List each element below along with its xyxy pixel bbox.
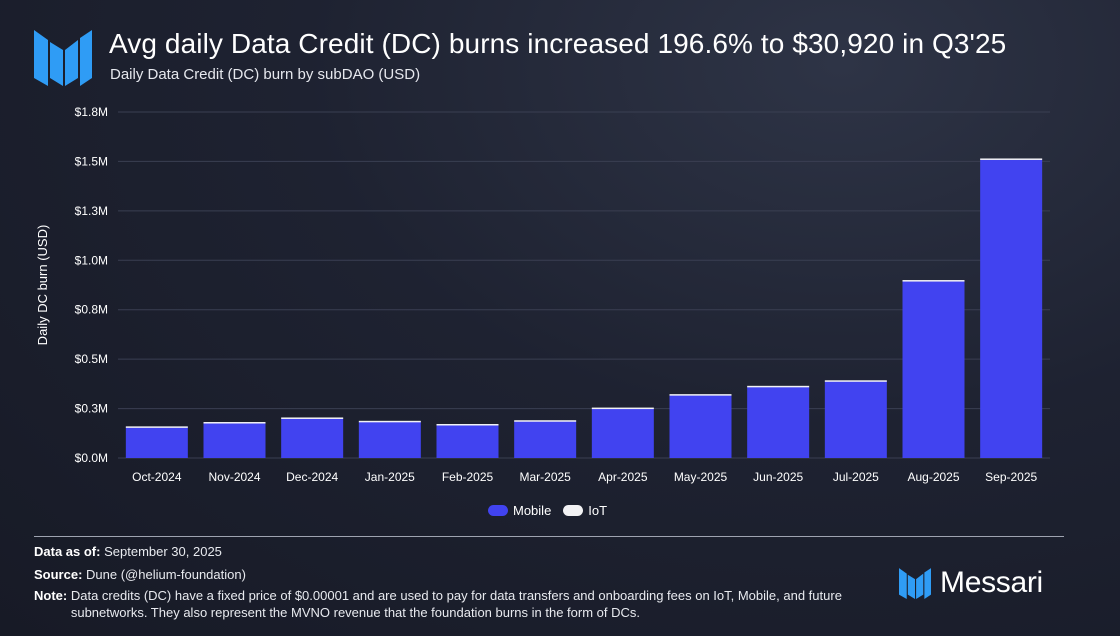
x-tick-label: Aug-2025 xyxy=(907,470,959,484)
bar-mobile xyxy=(358,421,421,458)
x-tick-label: Jun-2025 xyxy=(753,470,803,484)
chart-subtitle: Daily Data Credit (DC) burn by subDAO (U… xyxy=(110,66,421,83)
chart-title: Avg daily Data Credit (DC) burns increas… xyxy=(109,28,1007,59)
x-tick-label: Dec-2024 xyxy=(286,470,338,484)
bar-iot xyxy=(824,380,887,382)
bar-mobile xyxy=(281,418,344,458)
bar-iot xyxy=(902,280,965,282)
bar-chart: $0.0M $0.3M $0.5M $0.8M $1.0M $1.3M $1.5M $1.8M… xyxy=(35,105,1050,484)
bar-iot xyxy=(669,394,732,396)
legend-item-mobile[interactable]: Mobile xyxy=(488,503,551,518)
legend-item-iot[interactable]: IoT xyxy=(563,503,607,518)
bar-mobile xyxy=(436,424,499,458)
bar-mobile xyxy=(980,159,1043,459)
brand-name: Messari xyxy=(940,566,1043,599)
y-tick-label: $1.8M xyxy=(75,105,108,119)
x-tick-label: Mar-2025 xyxy=(519,470,571,484)
bar-mobile xyxy=(824,381,887,458)
bar-mobile xyxy=(203,423,266,458)
bar-mobile xyxy=(591,408,654,458)
x-tick-label: May-2025 xyxy=(674,470,728,484)
bar-mobile xyxy=(514,421,577,458)
bar-iot xyxy=(980,158,1043,160)
footer-note: Note: Data credits (DC) have a fixed pri… xyxy=(34,587,891,621)
footer-data-as-of: Data as of: September 30, 2025 xyxy=(34,543,222,560)
note-label: Note: xyxy=(34,588,68,603)
bar-iot xyxy=(281,417,344,419)
legend-label-mobile: Mobile xyxy=(513,503,552,518)
y-tick-label: $1.3M xyxy=(75,204,108,218)
legend-swatch-iot xyxy=(563,505,584,516)
y-tick-label: $1.0M xyxy=(75,253,108,267)
bar-iot xyxy=(591,407,654,410)
bar-iot xyxy=(514,420,577,422)
y-tick-label: $0.5M xyxy=(75,352,108,366)
bar-iot xyxy=(125,426,188,428)
messari-logo-icon xyxy=(34,30,92,86)
bar-iot xyxy=(436,423,499,426)
x-tick-label: Sep-2025 xyxy=(985,470,1037,484)
bar-mobile xyxy=(125,427,188,458)
y-axis-label: Daily DC burn (USD) xyxy=(35,225,50,346)
x-tick-label: Jan-2025 xyxy=(365,470,415,484)
messari-small-logo-icon xyxy=(899,568,931,599)
source-label: Source: xyxy=(34,567,83,582)
data-as-of-label: Data as of: xyxy=(34,544,101,559)
x-tick-label: Oct-2024 xyxy=(132,470,182,484)
source-value: Dune (@helium-foundation) xyxy=(86,567,246,582)
x-tick-label: Jul-2025 xyxy=(833,470,879,484)
note-value: Data credits (DC) have a fixed price of … xyxy=(70,588,842,620)
bar-mobile xyxy=(669,395,732,458)
bar-iot xyxy=(358,420,421,423)
bar-mobile xyxy=(902,281,965,458)
x-tick-label: Feb-2025 xyxy=(442,470,494,484)
bar-iot xyxy=(747,385,810,388)
y-tick-label: $1.5M xyxy=(75,154,108,168)
legend-swatch-mobile xyxy=(488,505,508,516)
y-tick-label: $0.0M xyxy=(75,451,108,465)
data-as-of-value: September 30, 2025 xyxy=(104,544,222,559)
x-tick-label: Nov-2024 xyxy=(208,470,260,484)
y-tick-label: $0.8M xyxy=(75,303,108,317)
chart-legend: Mobile IoT xyxy=(488,503,619,518)
footer-divider xyxy=(34,536,1064,537)
brand-logo: Messari xyxy=(898,566,1043,600)
x-tick-label: Apr-2025 xyxy=(598,470,648,484)
y-tick-label: $0.3M xyxy=(75,402,108,416)
legend-label-iot: IoT xyxy=(588,503,608,518)
bar-iot xyxy=(203,422,266,424)
bar-mobile xyxy=(747,386,810,458)
footer-source: Source: Dune (@helium-foundation) xyxy=(34,566,246,583)
